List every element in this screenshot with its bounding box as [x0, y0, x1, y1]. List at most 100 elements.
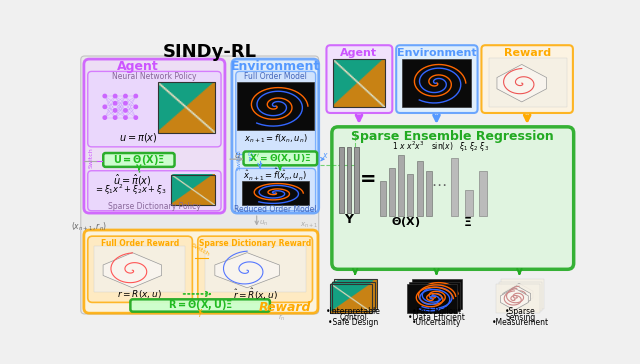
Text: $r = R(x, u)$: $r = R(x, u)$: [117, 288, 162, 300]
Text: $\hat{x}_{n+1} = \hat{f}(\hat{x}_n, u_n)$: $\hat{x}_{n+1} = \hat{f}(\hat{x}_n, u_n)…: [243, 167, 307, 183]
Text: Switch: Switch: [236, 150, 241, 170]
Polygon shape: [500, 288, 528, 310]
Bar: [496, 284, 540, 313]
Text: r: r: [198, 310, 202, 319]
Circle shape: [113, 102, 117, 105]
Text: Sparse Dictionary Reward: Sparse Dictionary Reward: [199, 239, 311, 248]
FancyBboxPatch shape: [232, 59, 319, 213]
Text: $\mathbf{\Xi}$: $\mathbf{\Xi}$: [463, 216, 472, 229]
Text: •Fast Rollout: •Fast Rollout: [412, 307, 461, 316]
Text: Control: Control: [340, 313, 367, 322]
Text: $\sin(x)$: $\sin(x)$: [431, 140, 454, 152]
Polygon shape: [505, 284, 533, 306]
Text: Full Order Model: Full Order Model: [244, 72, 307, 81]
Circle shape: [124, 102, 127, 105]
Polygon shape: [503, 286, 531, 308]
Bar: [479, 171, 487, 216]
FancyBboxPatch shape: [481, 45, 573, 113]
Text: Agent: Agent: [340, 48, 378, 58]
Text: $\hat{u} = \hat{\pi}(x)$: $\hat{u} = \hat{\pi}(x)$: [113, 173, 152, 187]
Bar: [339, 147, 344, 213]
Circle shape: [134, 94, 138, 98]
Text: $= \xi_1 x^2 + \xi_2 x + \xi_3$: $= \xi_1 x^2 + \xi_2 x + \xi_3$: [94, 183, 166, 197]
Bar: [172, 175, 215, 205]
FancyBboxPatch shape: [326, 45, 392, 113]
Bar: [417, 161, 422, 216]
Text: $x_{n+1} = f(x_n, u_n)$: $x_{n+1} = f(x_n, u_n)$: [243, 133, 307, 145]
Bar: [237, 82, 314, 130]
Bar: [402, 59, 472, 107]
Bar: [451, 158, 458, 216]
Circle shape: [113, 94, 117, 98]
Bar: [408, 174, 413, 216]
Bar: [426, 171, 432, 216]
Text: Full Order Reward: Full Order Reward: [100, 239, 179, 248]
Text: Sparse Ensemble Regression: Sparse Ensemble Regression: [351, 130, 554, 143]
Text: Neural Network Policy: Neural Network Policy: [112, 72, 196, 81]
FancyBboxPatch shape: [84, 230, 318, 313]
Text: x: x: [322, 151, 326, 160]
Text: $x_{n+1}$: $x_{n+1}$: [300, 221, 317, 230]
Text: =: =: [360, 170, 376, 190]
Text: Environment: Environment: [397, 48, 476, 58]
Polygon shape: [497, 64, 547, 102]
Circle shape: [103, 94, 106, 98]
Bar: [380, 181, 386, 216]
Circle shape: [124, 109, 127, 112]
Bar: [389, 168, 395, 216]
Text: $\xi_1\ \xi_2\ \xi_3$: $\xi_1\ \xi_2\ \xi_3$: [460, 139, 490, 153]
Bar: [157, 82, 215, 133]
Text: $r_n$: $r_n$: [278, 313, 285, 323]
Bar: [410, 282, 460, 311]
Bar: [205, 246, 305, 292]
FancyBboxPatch shape: [332, 127, 573, 269]
Text: SINDy-RL: SINDy-RL: [163, 43, 257, 61]
Bar: [465, 190, 472, 216]
FancyBboxPatch shape: [81, 56, 319, 314]
Text: Switch: Switch: [190, 243, 211, 257]
Bar: [330, 284, 372, 313]
Polygon shape: [103, 253, 162, 288]
Bar: [354, 147, 358, 213]
Text: $\mathbf{\Theta(X)}$: $\mathbf{\Theta(X)}$: [391, 215, 420, 229]
Text: Y: Y: [344, 213, 353, 226]
Text: $\cdots$: $\cdots$: [431, 176, 447, 191]
Text: $\mathbf{U = \Theta(X)\Xi}$: $\mathbf{U = \Theta(X)\Xi}$: [113, 153, 165, 167]
FancyBboxPatch shape: [88, 71, 221, 147]
Circle shape: [134, 105, 138, 108]
Text: Reward: Reward: [504, 48, 551, 58]
FancyBboxPatch shape: [236, 169, 316, 211]
Text: •Sparse: •Sparse: [505, 307, 536, 316]
FancyBboxPatch shape: [244, 151, 317, 165]
Text: $u_n$: $u_n$: [248, 151, 257, 160]
Bar: [334, 279, 377, 309]
Bar: [499, 282, 542, 311]
Text: Reduced Order Model: Reduced Order Model: [234, 205, 317, 214]
Text: Environment: Environment: [230, 59, 320, 72]
Bar: [398, 155, 404, 216]
Bar: [489, 58, 566, 107]
Bar: [347, 147, 351, 213]
Text: $\hat{r} = \hat{R}(x, u)$: $\hat{r} = \hat{R}(x, u)$: [233, 286, 278, 302]
Text: •Interpretable: •Interpretable: [326, 307, 381, 316]
Circle shape: [113, 109, 117, 112]
Bar: [94, 246, 186, 292]
Polygon shape: [215, 253, 279, 288]
FancyBboxPatch shape: [88, 236, 193, 302]
Text: Sensing: Sensing: [505, 313, 535, 322]
Circle shape: [103, 105, 106, 108]
FancyBboxPatch shape: [198, 236, 312, 302]
FancyBboxPatch shape: [131, 299, 270, 312]
Bar: [501, 279, 544, 309]
Bar: [242, 181, 308, 205]
Text: $\mathbf{R = \Theta(X, U)\Xi}$: $\mathbf{R = \Theta(X, U)\Xi}$: [168, 298, 233, 312]
Text: Reward: Reward: [259, 301, 312, 313]
Circle shape: [124, 116, 127, 119]
Text: •Uncertainty: •Uncertainty: [412, 318, 461, 327]
Bar: [333, 59, 385, 107]
Text: Switch: Switch: [88, 147, 93, 168]
Bar: [407, 284, 458, 313]
Circle shape: [124, 94, 127, 98]
Text: •Data Efficient: •Data Efficient: [408, 313, 465, 322]
Text: •Safe Design: •Safe Design: [328, 318, 379, 327]
